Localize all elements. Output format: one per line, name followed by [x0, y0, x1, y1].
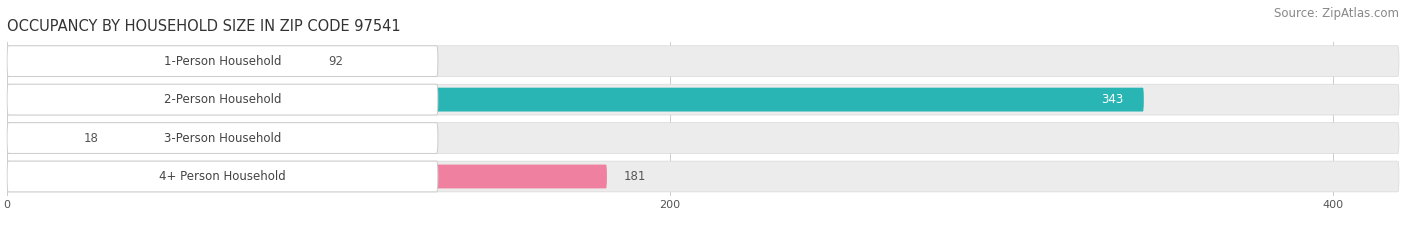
FancyBboxPatch shape [7, 46, 1399, 76]
FancyBboxPatch shape [7, 164, 607, 188]
Text: 1-Person Household: 1-Person Household [163, 55, 281, 68]
FancyBboxPatch shape [7, 161, 1399, 192]
Text: 343: 343 [1102, 93, 1123, 106]
Text: 18: 18 [83, 132, 98, 144]
FancyBboxPatch shape [7, 84, 1399, 115]
Text: 92: 92 [329, 55, 343, 68]
Text: 4+ Person Household: 4+ Person Household [159, 170, 285, 183]
FancyBboxPatch shape [7, 46, 437, 76]
FancyBboxPatch shape [7, 84, 437, 115]
Text: 181: 181 [623, 170, 645, 183]
FancyBboxPatch shape [7, 126, 66, 150]
FancyBboxPatch shape [7, 123, 437, 154]
FancyBboxPatch shape [7, 88, 1144, 112]
Text: 3-Person Household: 3-Person Household [163, 132, 281, 144]
Text: Source: ZipAtlas.com: Source: ZipAtlas.com [1274, 7, 1399, 20]
FancyBboxPatch shape [7, 161, 437, 192]
Text: 2-Person Household: 2-Person Household [163, 93, 281, 106]
FancyBboxPatch shape [7, 123, 1399, 154]
FancyBboxPatch shape [7, 49, 312, 73]
Text: OCCUPANCY BY HOUSEHOLD SIZE IN ZIP CODE 97541: OCCUPANCY BY HOUSEHOLD SIZE IN ZIP CODE … [7, 19, 401, 34]
